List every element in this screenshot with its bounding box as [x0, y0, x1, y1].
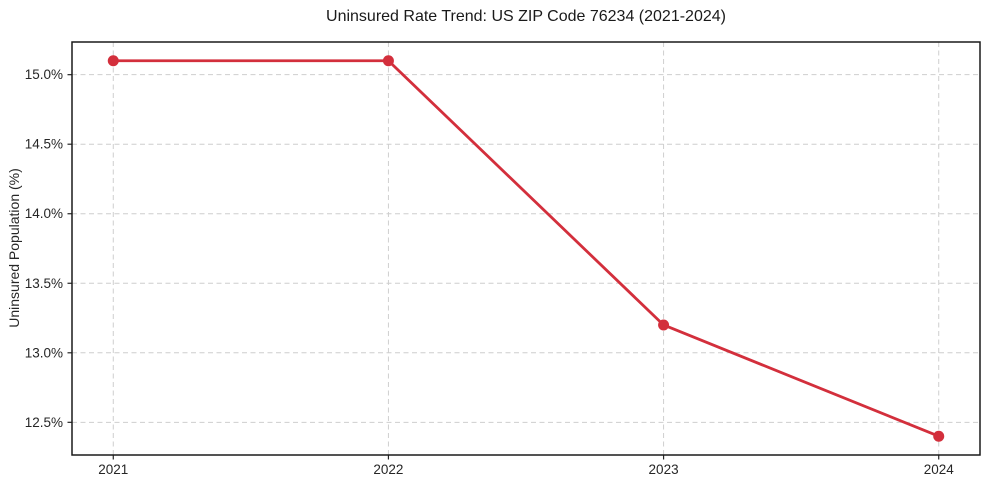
- plot-border: [71, 41, 981, 456]
- x-tick-label: 2024: [924, 462, 955, 477]
- x-tick-label: 2022: [373, 462, 403, 477]
- y-tick-label: 14.0%: [25, 206, 63, 221]
- y-tick-label: 13.0%: [25, 345, 63, 360]
- data-point-marker: [107, 55, 119, 67]
- data-point-marker: [658, 319, 670, 331]
- data-point-marker: [933, 430, 945, 442]
- x-tick-label: 2023: [649, 462, 679, 477]
- data-point-marker: [382, 55, 394, 67]
- y-tick-label: 13.5%: [25, 276, 63, 291]
- y-tick-label: 15.0%: [25, 67, 63, 82]
- x-tick-label: 2021: [98, 462, 128, 477]
- chart-title: Uninsured Rate Trend: US ZIP Code 76234 …: [326, 8, 726, 25]
- y-tick-label: 14.5%: [25, 137, 63, 152]
- y-tick-label: 12.5%: [25, 415, 63, 430]
- trend-line: [111, 59, 941, 438]
